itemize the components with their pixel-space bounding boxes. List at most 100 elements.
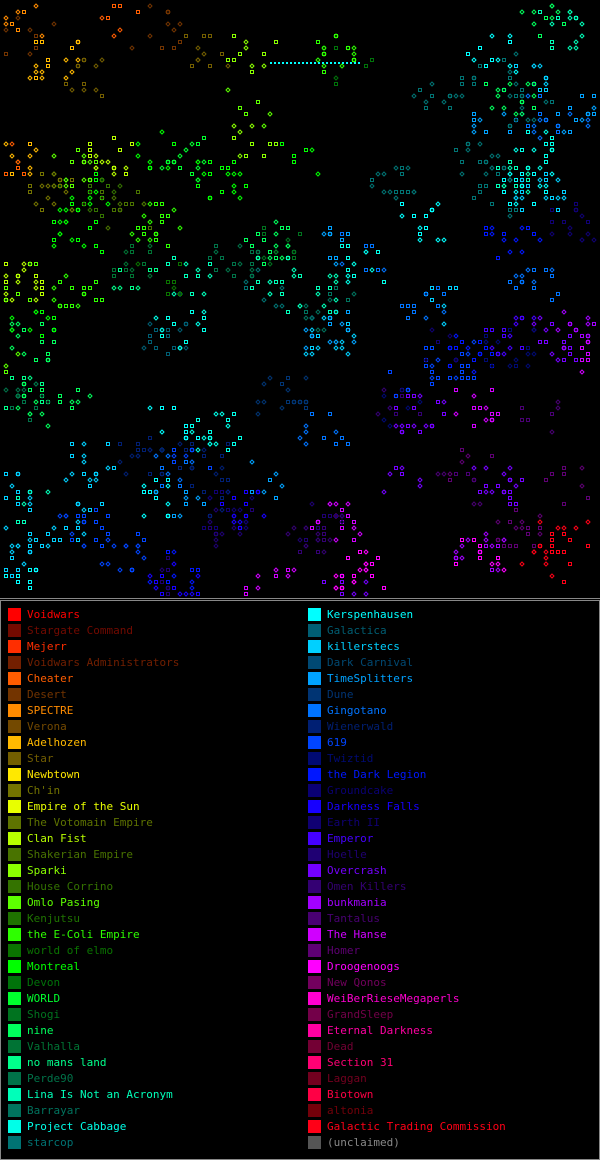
star-system bbox=[232, 274, 236, 278]
star-system bbox=[202, 502, 206, 506]
star-system bbox=[291, 525, 297, 531]
star-system bbox=[219, 531, 225, 537]
star-system bbox=[21, 561, 27, 567]
star-system bbox=[346, 556, 350, 560]
star-system bbox=[502, 58, 506, 62]
star-system bbox=[514, 208, 518, 212]
star-system bbox=[525, 363, 531, 369]
star-system bbox=[393, 423, 399, 429]
star-system bbox=[273, 249, 279, 255]
star-system bbox=[537, 513, 543, 519]
star-system bbox=[507, 33, 513, 39]
legend-swatch bbox=[8, 848, 21, 861]
star-system bbox=[334, 442, 338, 446]
route-dot bbox=[270, 62, 272, 64]
star-system bbox=[340, 526, 344, 530]
star-system bbox=[543, 99, 549, 105]
star-system bbox=[322, 70, 326, 74]
star-system bbox=[406, 190, 410, 194]
star-system bbox=[327, 297, 333, 303]
star-system bbox=[526, 526, 530, 530]
star-system bbox=[63, 219, 69, 225]
star-system bbox=[94, 538, 98, 542]
star-system bbox=[556, 16, 560, 20]
star-system bbox=[148, 472, 152, 476]
star-system bbox=[136, 442, 140, 446]
star-system bbox=[130, 274, 134, 278]
star-system bbox=[69, 87, 75, 93]
star-system bbox=[4, 262, 8, 266]
star-system bbox=[142, 232, 146, 236]
star-system bbox=[51, 21, 57, 27]
star-system bbox=[81, 543, 87, 549]
star-system bbox=[64, 304, 68, 308]
legend-swatch bbox=[8, 688, 21, 701]
star-system bbox=[292, 154, 296, 158]
star-system bbox=[111, 33, 117, 39]
star-system bbox=[519, 195, 525, 201]
star-system bbox=[532, 268, 536, 272]
star-system bbox=[490, 418, 494, 422]
star-system bbox=[279, 285, 285, 291]
star-system bbox=[549, 171, 555, 177]
star-system bbox=[579, 465, 585, 471]
star-system bbox=[147, 579, 153, 585]
star-system bbox=[304, 406, 308, 410]
star-system bbox=[27, 537, 33, 543]
star-system bbox=[544, 160, 548, 164]
star-system bbox=[184, 460, 188, 464]
star-system bbox=[177, 513, 183, 519]
star-system bbox=[255, 255, 261, 261]
star-system bbox=[165, 585, 171, 591]
star-system bbox=[100, 544, 104, 548]
star-system bbox=[387, 405, 393, 411]
star-system bbox=[585, 333, 591, 339]
legend-label: Dark Carnival bbox=[327, 656, 414, 669]
star-system bbox=[93, 153, 99, 159]
star-system bbox=[502, 178, 506, 182]
star-system bbox=[585, 315, 591, 321]
star-system bbox=[496, 184, 500, 188]
star-system bbox=[495, 57, 501, 63]
legend-label: Lina Is Not an Acronym bbox=[27, 1088, 173, 1101]
star-system bbox=[466, 364, 470, 368]
star-system bbox=[580, 358, 584, 362]
star-system bbox=[304, 400, 308, 404]
star-system bbox=[9, 141, 15, 147]
star-system bbox=[52, 328, 56, 332]
star-system bbox=[75, 57, 81, 63]
star-system bbox=[57, 177, 63, 183]
star-system bbox=[592, 322, 596, 326]
star-system bbox=[70, 184, 74, 188]
star-system bbox=[231, 171, 237, 177]
legend-label: Omlo Pasing bbox=[27, 896, 100, 909]
star-system bbox=[477, 501, 483, 507]
star-system bbox=[351, 525, 357, 531]
star-system bbox=[87, 207, 93, 213]
star-system bbox=[550, 100, 554, 104]
star-system bbox=[159, 165, 165, 171]
star-system bbox=[351, 333, 357, 339]
star-system bbox=[100, 250, 104, 254]
star-system bbox=[370, 58, 374, 62]
star-system bbox=[15, 471, 21, 477]
star-system bbox=[237, 153, 243, 159]
star-system bbox=[286, 376, 290, 380]
star-system bbox=[340, 232, 344, 236]
star-system bbox=[94, 298, 98, 302]
star-system bbox=[453, 93, 459, 99]
star-system bbox=[550, 298, 554, 302]
legend-label: The Hanse bbox=[327, 928, 387, 941]
star-system bbox=[142, 262, 146, 266]
star-system bbox=[261, 123, 267, 129]
star-system bbox=[592, 94, 596, 98]
star-system bbox=[225, 87, 231, 93]
star-system bbox=[184, 340, 188, 344]
star-system bbox=[484, 544, 488, 548]
star-system bbox=[430, 286, 434, 290]
star-system bbox=[183, 147, 189, 153]
star-system bbox=[333, 573, 339, 579]
star-system bbox=[160, 484, 164, 488]
star-system bbox=[171, 453, 177, 459]
route-dot bbox=[290, 62, 292, 64]
